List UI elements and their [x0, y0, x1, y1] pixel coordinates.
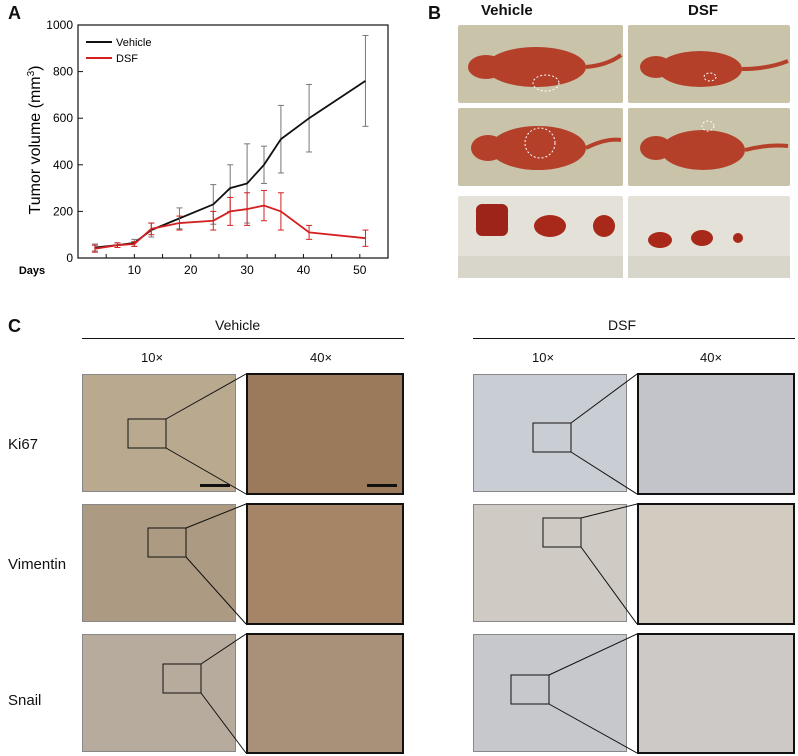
vehicle-mouse-dorsal-photo: [458, 25, 623, 103]
y-tick-label: 1000: [46, 18, 73, 32]
vimentin-vehicle-40x-image: [246, 503, 404, 625]
vehicle-mouse-lateral-photo: [458, 108, 623, 186]
panel-letter-c: C: [8, 316, 21, 336]
tumor-volume-chart: 0 200 400 600 800 1000 10 20 30 40 50 Vehicle DSF T…: [19, 18, 389, 277]
vimentin-vehicle-zoom-box: [147, 527, 187, 558]
snail-dsf-40x-image: [637, 633, 795, 754]
ihc-dsf-label: DSF: [608, 317, 636, 333]
panel-letter-b: B: [428, 3, 441, 23]
legend-label-dsf: DSF: [116, 53, 138, 65]
ihc-vehicle-label: Vehicle: [215, 317, 261, 333]
snail-vehicle-40x-image: [246, 633, 404, 754]
x-axis-label: Days: [19, 265, 45, 277]
snail-dsf-zoom-box: [510, 674, 550, 705]
mouse-vehicle-label: Vehicle: [481, 2, 533, 19]
dsf-series-line: [94, 204, 366, 250]
y-tick-label: 600: [53, 111, 73, 125]
dsf-mouse-lateral-photo: [628, 108, 790, 186]
dsf-excised-tumors-photo: [628, 196, 790, 278]
ki67-vehicle-zoom-box: [127, 418, 167, 449]
panel-letter-a: A: [8, 3, 21, 23]
vehicle-excised-tumors-photo: [458, 196, 623, 278]
x-tick-label: 40: [297, 263, 311, 277]
plot-frame: [77, 24, 389, 259]
row-label-ki67: Ki67: [8, 436, 39, 453]
vimentin-dsf-zoom-box: [542, 517, 582, 548]
dsf-mouse-dorsal-photo: [628, 25, 790, 103]
legend-label-vehicle: Vehicle: [116, 37, 151, 49]
y-tick-label: 400: [53, 158, 73, 172]
x-tick-label: 10: [128, 263, 142, 277]
vimentin-vehicle-10x-image: [82, 504, 236, 622]
y-axis-label: Tumor volume (mm3): [26, 66, 44, 215]
y-tick-label: 800: [53, 65, 73, 79]
chart-legend: Vehicle DSF: [86, 37, 151, 65]
vehicle-40x-label: 40×: [310, 350, 333, 365]
mouse-dsf-label: DSF: [688, 2, 718, 19]
x-tick-label: 20: [184, 263, 198, 277]
row-label-vimentin: Vimentin: [8, 556, 67, 573]
snail-vehicle-10x-image: [82, 634, 236, 752]
dsf-40x-label: 40×: [700, 350, 723, 365]
snail-dsf-10x-image: [473, 634, 627, 752]
vimentin-dsf-10x-image: [473, 504, 627, 622]
ki67-dsf-10x-image: [473, 374, 627, 492]
x-tick-label: 30: [240, 263, 254, 277]
ki67-dsf-40x-image: [637, 373, 795, 495]
vehicle-series-line: [94, 80, 366, 249]
vehicle-10x-label: 10×: [141, 350, 164, 365]
y-tick-label: 0: [66, 251, 73, 265]
x-tick-label: 50: [353, 263, 367, 277]
y-tick-label: 200: [53, 204, 73, 218]
row-label-snail: Snail: [8, 692, 42, 709]
scale-bar-10x: [200, 484, 230, 487]
vehicle-divider: [82, 338, 404, 339]
ki67-dsf-zoom-box: [532, 422, 572, 453]
dsf-divider: [473, 338, 795, 339]
snail-vehicle-zoom-box: [162, 663, 202, 694]
ki67-vehicle-40x-image: [246, 373, 404, 495]
vimentin-dsf-40x-image: [637, 503, 795, 625]
scale-bar-40x: [367, 484, 397, 487]
dsf-10x-label: 10×: [532, 350, 555, 365]
